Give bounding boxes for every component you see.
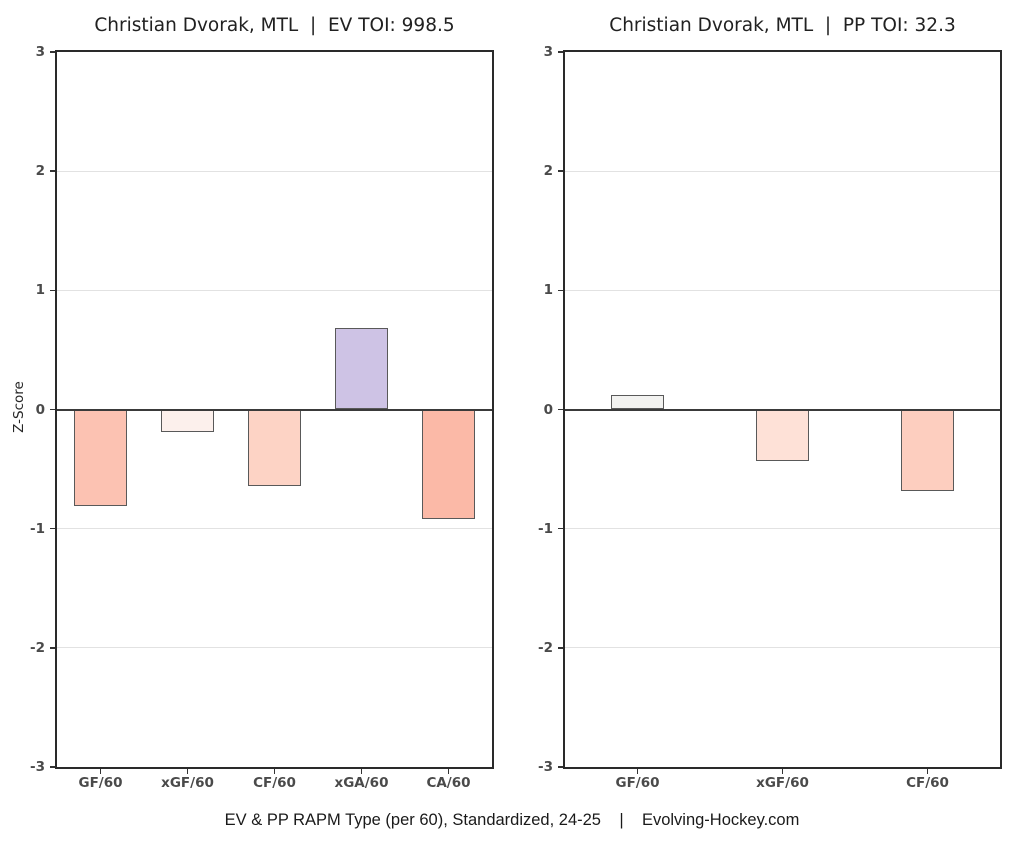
y-tick-mark bbox=[558, 51, 563, 53]
y-tick-label: -2 bbox=[538, 639, 553, 656]
y-tick-mark bbox=[50, 647, 55, 649]
chart-title-ev: Christian Dvorak, MTL | EV TOI: 998.5 bbox=[94, 15, 455, 36]
bar-xGF/60 bbox=[756, 409, 809, 461]
x-tick-mark bbox=[273, 769, 276, 774]
x-tick-mark bbox=[186, 769, 189, 774]
x-tick-mark bbox=[447, 769, 450, 774]
bar-GF/60 bbox=[74, 409, 127, 507]
bar-CF/60 bbox=[248, 409, 301, 486]
y-tick-label: 2 bbox=[35, 163, 45, 180]
x-tick-mark bbox=[360, 769, 363, 774]
x-tick-label: xGF/60 bbox=[756, 775, 809, 791]
figure-caption: EV & PP RAPM Type (per 60), Standardized… bbox=[224, 811, 800, 829]
x-tick-label: GF/60 bbox=[78, 775, 123, 791]
y-tick-label: 1 bbox=[543, 282, 553, 299]
y-gridline bbox=[565, 289, 1000, 291]
x-tick-label: CF/60 bbox=[253, 775, 296, 791]
x-tick-label: xGA/60 bbox=[334, 775, 389, 791]
y-tick-label: -3 bbox=[538, 759, 553, 775]
bar-GF/60 bbox=[611, 395, 664, 410]
x-tick-label: GF/60 bbox=[615, 775, 660, 791]
y-gridline bbox=[565, 528, 1000, 530]
x-tick-mark bbox=[926, 769, 929, 774]
bar-CA/60 bbox=[422, 409, 475, 520]
y-tick-mark bbox=[558, 289, 563, 292]
y-tick-mark bbox=[558, 766, 563, 768]
plot-area-pp-rapm: 3 2 1 0 -1 -2 -3 GF/60 xGF/60 CF/60 bbox=[538, 44, 1002, 791]
y-tick-mark bbox=[558, 647, 563, 649]
y-gridline bbox=[57, 528, 492, 530]
y-tick-mark bbox=[50, 408, 55, 411]
x-tick-mark bbox=[781, 769, 784, 774]
bar-xGF/60 bbox=[161, 409, 214, 433]
x-tick-mark bbox=[99, 769, 102, 774]
y-tick-label: 0 bbox=[35, 401, 45, 418]
y-gridline bbox=[565, 170, 1000, 172]
y-tick-mark bbox=[50, 51, 55, 53]
y-tick-label: -1 bbox=[538, 520, 553, 537]
y-tick-label: 2 bbox=[543, 163, 553, 180]
y-tick-label: -2 bbox=[30, 639, 45, 656]
chart-title-pp: Christian Dvorak, MTL | PP TOI: 32.3 bbox=[609, 15, 956, 36]
plot-area-ev-rapm: 3 2 1 0 -1 -2 -3 GF/60 xGF/60 CF/60 xGA/60 CA/60 bbox=[30, 44, 494, 791]
y-tick-mark bbox=[50, 766, 55, 768]
y-tick-mark bbox=[558, 527, 563, 530]
x-tick-label: CA/60 bbox=[426, 775, 471, 791]
y-tick-mark bbox=[50, 527, 55, 530]
y-tick-label: -1 bbox=[30, 520, 45, 537]
y-tick-mark bbox=[558, 170, 563, 172]
y-tick-mark bbox=[50, 289, 55, 292]
x-tick-label: CF/60 bbox=[906, 775, 949, 791]
y-gridline bbox=[57, 647, 492, 649]
y-gridline bbox=[57, 170, 492, 172]
y-gridline bbox=[57, 289, 492, 291]
x-tick-mark bbox=[636, 769, 639, 774]
y-tick-mark bbox=[558, 408, 563, 411]
bar-CF/60 bbox=[901, 409, 954, 491]
x-tick-label: xGF/60 bbox=[161, 775, 214, 791]
y-tick-label: 0 bbox=[543, 401, 553, 418]
y-tick-label: 1 bbox=[35, 282, 45, 299]
y-tick-label: 3 bbox=[35, 44, 45, 60]
y-gridline bbox=[565, 647, 1000, 649]
bar-xGA/60 bbox=[335, 328, 388, 410]
y-tick-mark bbox=[50, 170, 55, 172]
y-tick-label: 3 bbox=[543, 44, 553, 60]
zero-line bbox=[57, 408, 492, 411]
zero-line bbox=[565, 408, 1000, 411]
y-tick-label: -3 bbox=[30, 759, 45, 775]
